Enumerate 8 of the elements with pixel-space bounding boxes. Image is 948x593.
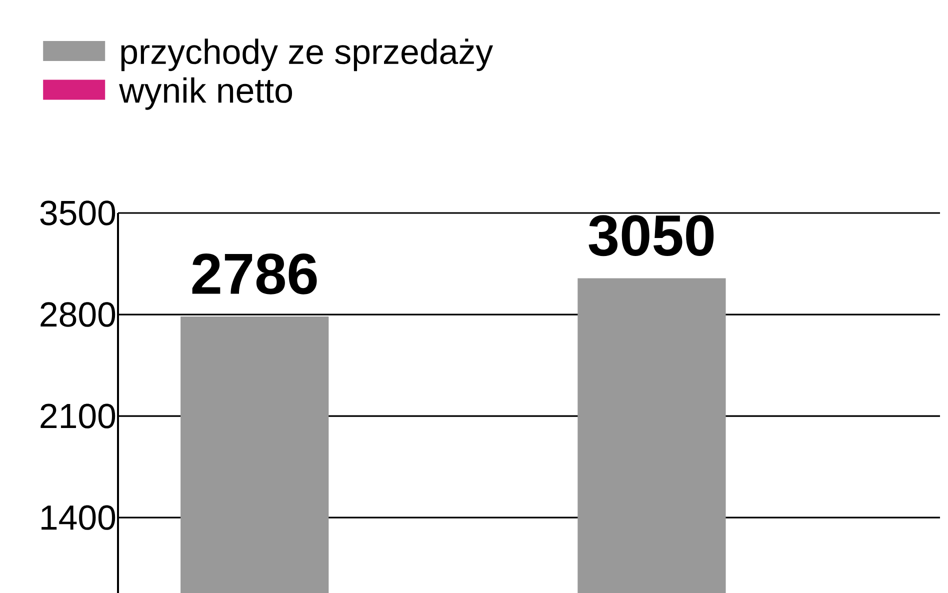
y-tick-label: 1400 (42, 505, 116, 530)
y-tick-label: 3500 (40, 200, 116, 226)
legend-label: wynik netto (119, 77, 292, 110)
y-tick-label: 2800 (40, 302, 116, 327)
data-label: 3050 (588, 215, 714, 256)
y-tick-label: 2100 (40, 404, 116, 428)
data-label: 2786 (192, 253, 317, 294)
legend-label: przychody ze sprzedaży (121, 38, 494, 72)
